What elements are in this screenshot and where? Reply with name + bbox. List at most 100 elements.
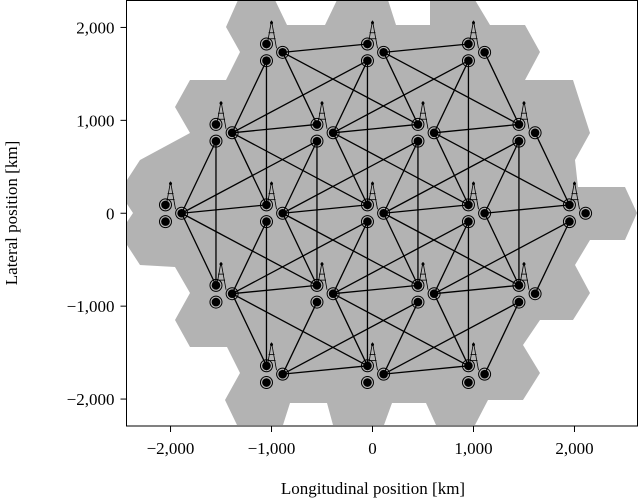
user-marker bbox=[528, 126, 542, 140]
user-marker bbox=[464, 378, 473, 387]
cell bbox=[461, 342, 492, 390]
user-marker bbox=[227, 289, 237, 299]
user-marker bbox=[211, 297, 221, 307]
link-line bbox=[282, 301, 419, 375]
user-marker bbox=[363, 217, 372, 226]
tower-icon bbox=[169, 182, 173, 186]
tower-icon bbox=[372, 342, 378, 371]
user-marker bbox=[312, 281, 322, 290]
x-tick-label: 0 bbox=[368, 439, 377, 458]
user-marker bbox=[562, 215, 576, 229]
link-line bbox=[534, 221, 571, 294]
user-marker bbox=[328, 289, 338, 299]
user-marker bbox=[328, 128, 338, 138]
user-marker bbox=[411, 117, 425, 131]
cell bbox=[360, 342, 391, 390]
user-marker bbox=[478, 367, 492, 381]
tower-icon bbox=[372, 20, 378, 49]
link-line bbox=[383, 301, 419, 375]
tower-icon bbox=[320, 101, 324, 105]
user-marker bbox=[480, 208, 489, 218]
link-line bbox=[383, 52, 419, 125]
user-marker bbox=[262, 217, 271, 226]
tower-icon bbox=[372, 181, 378, 210]
user-marker bbox=[411, 134, 425, 148]
link-line bbox=[282, 140, 419, 214]
user-marker bbox=[363, 200, 372, 210]
user-marker bbox=[461, 198, 475, 212]
user-marker bbox=[514, 120, 524, 129]
link-line bbox=[433, 60, 470, 134]
link-line bbox=[332, 293, 369, 367]
link-line bbox=[332, 60, 469, 134]
user-marker bbox=[177, 208, 186, 218]
link-line bbox=[433, 132, 470, 206]
y-axis: 2,000 1,000 0 −1,000 −2,000 bbox=[67, 18, 127, 409]
links bbox=[181, 43, 571, 375]
link-line bbox=[383, 43, 469, 53]
user-marker bbox=[276, 206, 290, 220]
user-marker bbox=[158, 198, 172, 212]
cell bbox=[209, 262, 239, 309]
user-marker bbox=[360, 37, 374, 51]
user-marker bbox=[528, 287, 542, 301]
user-marker bbox=[276, 367, 290, 381]
user-marker bbox=[278, 369, 287, 379]
y-tick-label: 2,000 bbox=[76, 18, 114, 37]
tower-icon bbox=[522, 262, 526, 266]
tower-icon bbox=[270, 182, 274, 186]
user-marker bbox=[461, 37, 475, 51]
x-axis-label: Longitudinal position [km] bbox=[281, 479, 465, 498]
user-marker bbox=[158, 215, 172, 229]
cell bbox=[411, 262, 441, 309]
user-marker bbox=[259, 359, 273, 373]
cell bbox=[310, 262, 340, 309]
link-line bbox=[282, 301, 318, 375]
cell bbox=[512, 101, 542, 148]
link-line bbox=[433, 132, 570, 206]
user-marker bbox=[413, 281, 423, 290]
y-tick-label: 0 bbox=[106, 204, 115, 223]
tower-icon bbox=[170, 181, 176, 210]
cell bbox=[360, 181, 391, 229]
cell bbox=[512, 262, 542, 309]
y-tick-label: 1,000 bbox=[76, 111, 114, 130]
user-marker bbox=[377, 367, 391, 381]
link-line bbox=[434, 284, 520, 295]
user-marker bbox=[360, 215, 374, 229]
y-tick-label: −2,000 bbox=[67, 390, 115, 409]
user-marker bbox=[363, 378, 372, 387]
tower-icon bbox=[471, 182, 475, 186]
cell bbox=[461, 20, 492, 68]
tower-icon bbox=[473, 20, 479, 49]
user-marker bbox=[411, 295, 425, 309]
cell bbox=[259, 181, 290, 229]
user-marker bbox=[480, 369, 489, 379]
link-line bbox=[181, 204, 267, 214]
user-marker bbox=[478, 206, 492, 220]
user-marker bbox=[480, 48, 489, 57]
link-line bbox=[383, 212, 419, 286]
user-marker bbox=[411, 278, 425, 292]
tower-icon bbox=[320, 262, 324, 266]
tower-icon bbox=[574, 181, 580, 210]
link-line bbox=[484, 52, 520, 125]
user-marker bbox=[259, 37, 273, 51]
link-line bbox=[282, 140, 318, 214]
link-line bbox=[383, 204, 469, 214]
link-line bbox=[282, 212, 318, 286]
link-line bbox=[282, 51, 419, 126]
link-line bbox=[484, 301, 520, 375]
link-line bbox=[332, 60, 369, 134]
user-marker bbox=[565, 217, 574, 226]
tower-icon bbox=[220, 262, 227, 290]
user-marker bbox=[225, 126, 239, 140]
link-line bbox=[434, 123, 520, 134]
user-marker bbox=[262, 200, 271, 210]
tower-icon bbox=[523, 101, 530, 129]
user-marker bbox=[310, 295, 324, 309]
user-marker bbox=[262, 56, 271, 66]
y-axis-label: Lateral position [km] bbox=[2, 141, 21, 285]
link-line bbox=[231, 221, 368, 295]
